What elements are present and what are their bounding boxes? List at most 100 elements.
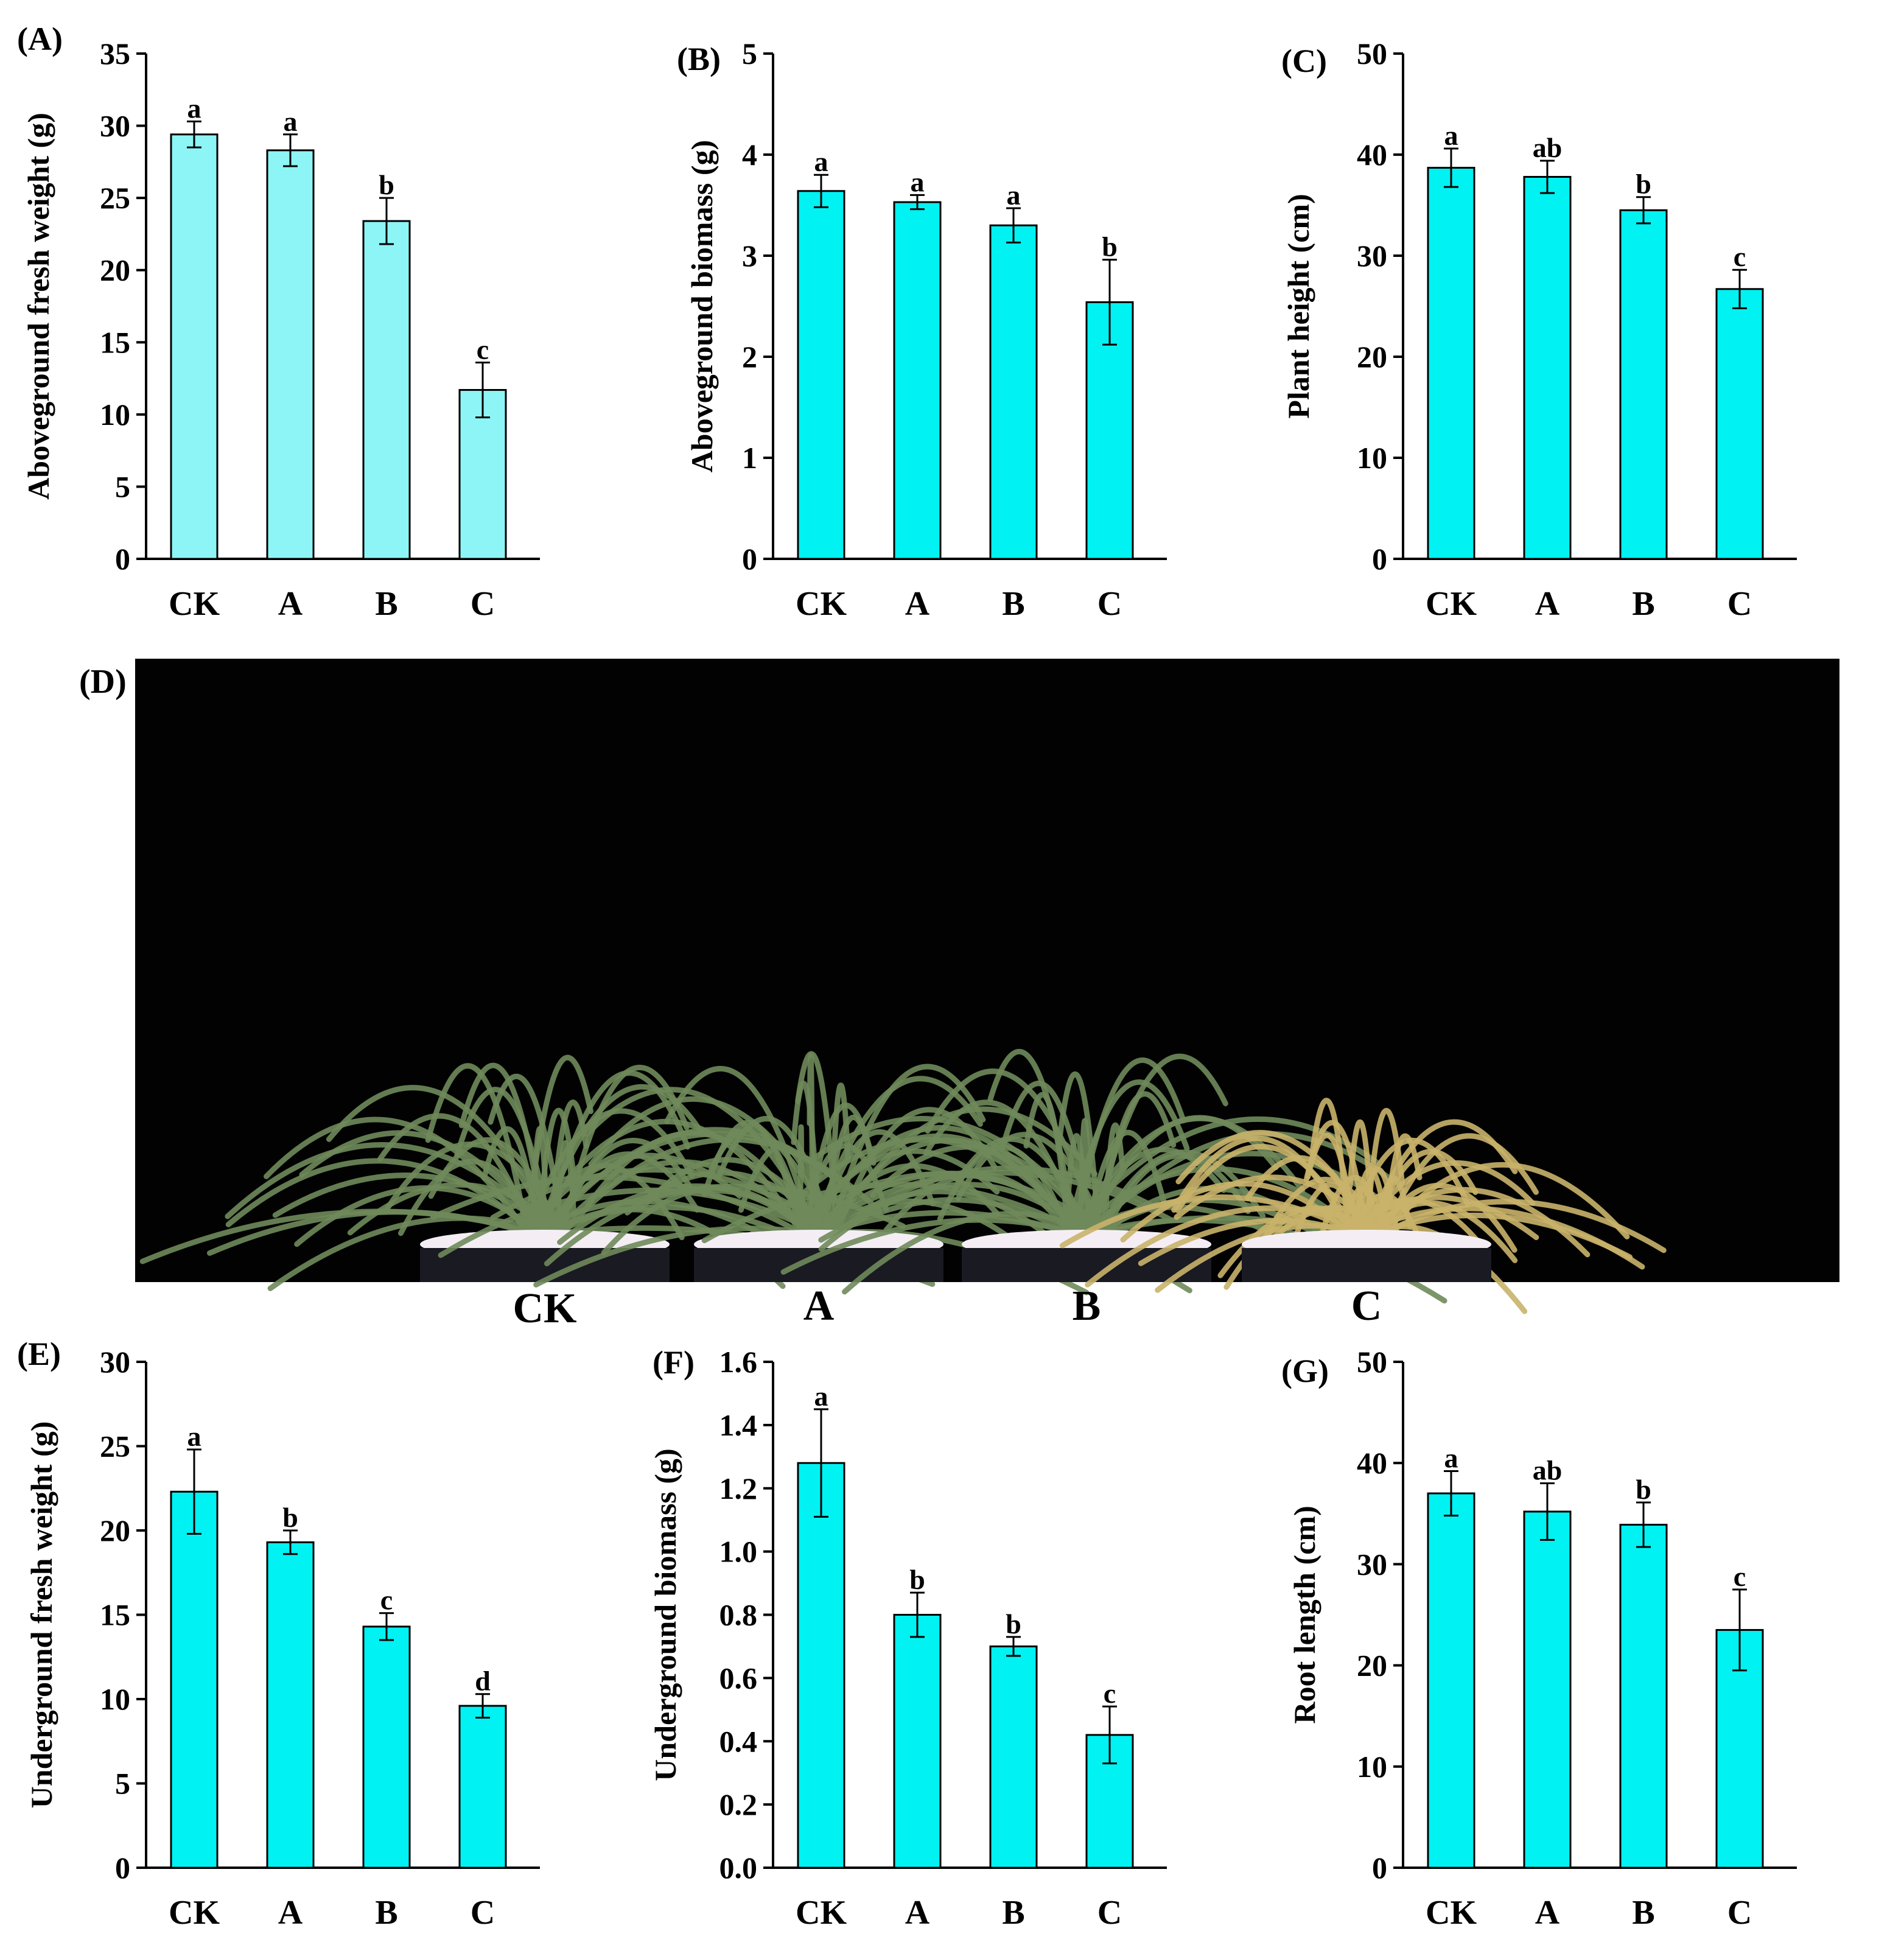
bar-a xyxy=(1523,176,1572,560)
photo-label-ck: CK xyxy=(513,1285,577,1332)
error-bar xyxy=(1732,1588,1747,1672)
photo-label-b: B xyxy=(1073,1283,1101,1330)
x-tick-label: CK xyxy=(1426,1894,1477,1932)
y-tick-label: 10 xyxy=(1357,1750,1387,1784)
y-tick-label: 0 xyxy=(115,542,130,576)
error-bar xyxy=(910,194,925,211)
y-tick-label: 0 xyxy=(1372,542,1387,576)
error-bar xyxy=(1102,1705,1117,1765)
x-tick-label: CK xyxy=(796,585,847,623)
error-bar xyxy=(814,174,828,208)
y-tick-label: 30 xyxy=(1357,1547,1387,1581)
x-tick-label: A xyxy=(1535,585,1560,623)
x-tick-label: A xyxy=(905,1894,930,1932)
bar-a xyxy=(893,201,942,560)
bar-b xyxy=(1619,1524,1668,1869)
plant-pot-c xyxy=(1059,1098,1667,1314)
x-tick-label: B xyxy=(1632,585,1654,623)
bar-b xyxy=(989,224,1038,560)
y-tick-label: 40 xyxy=(1357,138,1387,172)
error-bar xyxy=(283,1529,298,1555)
chart-panel-c: 0 10 20 30 40 50 a CK ab Ab Bc C Plant height (cm) (C… xyxy=(1281,37,1797,623)
significance-letter: b xyxy=(1102,231,1118,262)
x-tick-label: B xyxy=(1002,1894,1024,1932)
bar-a xyxy=(1523,1510,1572,1869)
y-axis-title: Aboveground fresh weight (g) xyxy=(21,113,55,500)
y-tick-label: 20 xyxy=(100,253,130,287)
significance-letter: b xyxy=(1636,169,1651,200)
bar-b xyxy=(362,1625,411,1869)
significance-letter: a xyxy=(911,166,925,197)
y-tick-label: 10 xyxy=(1357,441,1387,475)
error-bar xyxy=(814,1408,828,1518)
y-tick-label: 5 xyxy=(115,469,130,503)
x-tick-label: B xyxy=(375,1894,397,1932)
bar-a xyxy=(893,1614,942,1869)
significance-letter: c xyxy=(380,1585,393,1616)
error-bar xyxy=(1102,259,1117,346)
error-bar xyxy=(475,361,490,419)
y-tick-label: 15 xyxy=(100,325,130,359)
chart-panel-a: 0 5 10 15 20 25 30 35 a CK a Ab Bc C Aboveground fresh… xyxy=(17,21,540,623)
photo-label-a: A xyxy=(803,1283,835,1330)
significance-letter: a xyxy=(814,146,828,177)
y-tick-label: 0 xyxy=(742,542,757,576)
y-tick-label: 1.2 xyxy=(719,1471,758,1506)
y-tick-label: 0.2 xyxy=(719,1787,758,1821)
y-tick-label: 2 xyxy=(742,340,757,374)
y-tick-label: 1 xyxy=(742,441,757,475)
y-tick-label: 30 xyxy=(100,1345,130,1379)
bar-b xyxy=(989,1645,1038,1869)
panel-label: (A) xyxy=(17,21,63,57)
y-tick-label: 10 xyxy=(100,398,130,432)
bar-a xyxy=(266,149,315,560)
plant-photo-leaves xyxy=(139,1048,1667,1314)
x-tick-label: C xyxy=(471,585,495,623)
x-tick-label: C xyxy=(1727,1894,1752,1932)
panel-label: (G) xyxy=(1281,1353,1329,1389)
y-tick-label: 30 xyxy=(100,109,130,143)
bar-ck xyxy=(1427,167,1475,560)
significance-letter: c xyxy=(1734,1561,1746,1592)
significance-letter: a xyxy=(1444,1442,1458,1473)
significance-letter: c xyxy=(1734,241,1746,272)
error-bar xyxy=(1540,159,1555,194)
y-axis-title: Underground fresh weight (g) xyxy=(24,1421,58,1809)
plant-pot-b xyxy=(701,1048,1447,1304)
y-tick-label: 5 xyxy=(742,37,757,71)
y-axis-title: Underground biomass (g) xyxy=(648,1448,682,1781)
bar-c xyxy=(1715,288,1764,560)
x-tick-label: CK xyxy=(796,1894,847,1932)
bar-ck xyxy=(797,190,845,560)
error-bar xyxy=(187,1448,201,1535)
bar-ck xyxy=(1427,1492,1475,1869)
y-tick-label: 0 xyxy=(1372,1851,1387,1885)
error-bar xyxy=(1732,268,1747,309)
y-tick-label: 50 xyxy=(1357,1345,1387,1379)
x-tick-label: A xyxy=(1535,1894,1560,1932)
significance-letter: ab xyxy=(1533,1454,1563,1485)
x-tick-label: C xyxy=(1097,585,1122,623)
photo-panel-label: (D) xyxy=(79,663,127,701)
y-tick-label: 0 xyxy=(115,1851,130,1885)
bar-ck xyxy=(797,1462,845,1869)
significance-letter: b xyxy=(909,1564,925,1595)
y-tick-label: 3 xyxy=(742,239,757,273)
y-axis-title: Aboveground biomass (g) xyxy=(685,140,719,472)
y-tick-label: 15 xyxy=(100,1598,130,1632)
error-bar xyxy=(475,1693,490,1719)
significance-letter: c xyxy=(477,334,489,365)
bar-b xyxy=(1619,209,1668,560)
chart-panel-f: 0.0 0.2 0.4 0.6 0.8 1.0 1.2 1.4 1.6 a CK b Ab Bc C Unde… xyxy=(648,1344,1167,1932)
chart-panel-b: 0 1 2 3 4 5 a CK a Aa Bb C Aboveground biomass (g) (B… xyxy=(677,37,1167,623)
panel-label: (C) xyxy=(1281,43,1327,79)
y-axis-title: Root length (cm) xyxy=(1287,1506,1321,1723)
significance-letter: c xyxy=(1104,1678,1116,1709)
photo-label-c: C xyxy=(1351,1283,1382,1330)
bar-a xyxy=(266,1541,315,1869)
x-tick-label: C xyxy=(471,1894,495,1932)
y-tick-label: 25 xyxy=(100,181,130,215)
error-bar xyxy=(1636,1501,1651,1548)
y-tick-label: 25 xyxy=(100,1429,130,1463)
error-bar xyxy=(910,1591,925,1638)
